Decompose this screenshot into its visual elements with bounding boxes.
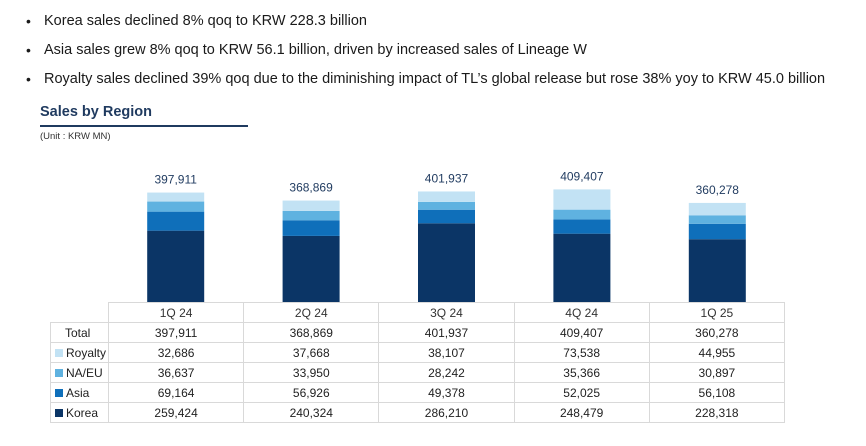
table-cell: 368,869 [243, 322, 380, 343]
bar-total-label: 360,278 [696, 183, 740, 197]
bar-segment-royalty [282, 200, 340, 211]
bar-segment-royalty [553, 189, 611, 210]
bar-segment-korea [147, 230, 205, 302]
bullet-dot-icon: • [26, 42, 31, 58]
category-label: 1Q 25 [648, 302, 786, 323]
bar-total-label: 401,937 [425, 171, 469, 185]
row-label-royalty: Royalty [50, 342, 109, 363]
table-cell: 33,950 [243, 362, 380, 383]
bar-segment-korea [553, 233, 611, 302]
legend-label-naeu: NA/EU [66, 365, 103, 380]
table-cell: 360,278 [648, 322, 786, 343]
bullet-text: Korea sales declined 8% qoq to KRW 228.3… [44, 13, 367, 29]
bar-segment-naeu [688, 215, 746, 224]
bar-segment-royalty [147, 192, 205, 202]
legend-label-korea: Korea [66, 405, 99, 420]
bar-segment-naeu [553, 209, 611, 220]
table-cell: 228,318 [648, 402, 786, 423]
category-label: 1Q 24 [107, 302, 245, 323]
table-cell: 49,378 [378, 382, 515, 403]
table-cell: 38,107 [378, 342, 515, 363]
bullet-list: • Korea sales declined 8% qoq to KRW 228.… [22, 8, 862, 95]
legend-label-asia: Asia [66, 385, 90, 400]
table-row-royalty: Royalty 32,686 37,668 38,107 73,538 44,9… [50, 342, 786, 363]
table-cell: 52,025 [513, 382, 650, 403]
bullet-dot-icon: • [26, 71, 31, 87]
table-cell: 259,424 [107, 402, 245, 423]
category-label: 4Q 24 [513, 302, 650, 323]
bar-segment-asia [688, 223, 746, 240]
bullet-item: • Asia sales grew 8% qoq to KRW 56.1 bill… [22, 37, 862, 66]
row-label-total: Total [50, 322, 109, 343]
legend-swatch-korea [55, 408, 63, 417]
table-cell: 44,955 [648, 342, 786, 363]
bar-segment-korea [282, 235, 340, 302]
table-row-total: Total 397,911 368,869 401,937 409,407 36… [50, 322, 786, 343]
bar-total-label: 368,869 [289, 181, 333, 195]
bar-segment-asia [418, 209, 475, 224]
table-cell: 35,366 [513, 362, 650, 383]
row-label-asia: Asia [50, 382, 109, 403]
row-label-naeu: NA/EU [50, 362, 109, 383]
bullet-text: Royalty sales declined 39% qoq due to th… [44, 71, 826, 87]
bullet-text: Asia sales grew 8% qoq to KRW 56.1 billi… [44, 42, 587, 58]
section-title-underline [40, 125, 248, 127]
unit-label: (Unit : KRW MN) [40, 131, 111, 142]
bar-segment-asia [147, 211, 205, 231]
table-cell: 286,210 [378, 402, 515, 423]
row-label-korea: Korea [50, 402, 109, 423]
table-cell: 37,668 [243, 342, 380, 363]
bullet-item: • Korea sales declined 8% qoq to KRW 228.… [22, 8, 862, 37]
category-label: 3Q 24 [378, 302, 515, 323]
legend-swatch-asia [55, 388, 63, 397]
category-label: 2Q 24 [243, 302, 380, 323]
bar-segment-naeu [147, 201, 205, 212]
table-cell: 248,479 [513, 402, 650, 423]
table-cell: 28,242 [378, 362, 515, 383]
bar-segment-royalty [688, 202, 746, 216]
table-header-row: 1Q 24 2Q 24 3Q 24 4Q 24 1Q 25 [51, 302, 786, 323]
bullet-item: • Royalty sales declined 39% qoq due to t… [22, 66, 862, 95]
bar-total-label: 409,407 [560, 169, 604, 183]
bar-segment-asia [282, 220, 340, 236]
bar-segment-asia [553, 219, 611, 234]
table-row-korea: Korea 259,424 240,324 286,210 248,479 22… [50, 402, 786, 423]
bar-segment-naeu [418, 201, 475, 210]
bar-segment-naeu [282, 210, 340, 221]
data-table: 1Q 24 2Q 24 3Q 24 4Q 24 1Q 25 Total 397,… [50, 302, 786, 423]
table-row-naeu: NA/EU 36,637 33,950 28,242 35,366 30,897 [50, 362, 786, 383]
table-corner [51, 303, 109, 323]
bar-total-label: 397,911 [154, 173, 197, 187]
table-cell: 30,897 [648, 362, 786, 383]
legend-swatch-royalty [55, 348, 63, 357]
bar-segment-korea [688, 239, 746, 302]
table-cell: 73,538 [513, 342, 650, 363]
bullet-dot-icon: • [26, 13, 31, 29]
table-cell: 409,407 [513, 322, 650, 343]
bar-segment-royalty [418, 191, 475, 202]
table-cell: 56,108 [648, 382, 786, 403]
table-cell: 36,637 [107, 362, 245, 383]
table-cell: 240,324 [243, 402, 380, 423]
bar-segment-korea [418, 223, 475, 302]
table-cell: 69,164 [107, 382, 245, 403]
legend-label-royalty: Royalty [66, 345, 107, 360]
section-title: Sales by Region [40, 104, 153, 120]
table-row-asia: Asia 69,164 56,926 49,378 52,025 56,108 [50, 382, 786, 403]
table-cell: 401,937 [378, 322, 515, 343]
legend-swatch-naeu [55, 368, 63, 377]
table-cell: 56,926 [243, 382, 380, 403]
table-cell: 397,911 [107, 322, 245, 343]
table-cell: 32,686 [107, 342, 245, 363]
